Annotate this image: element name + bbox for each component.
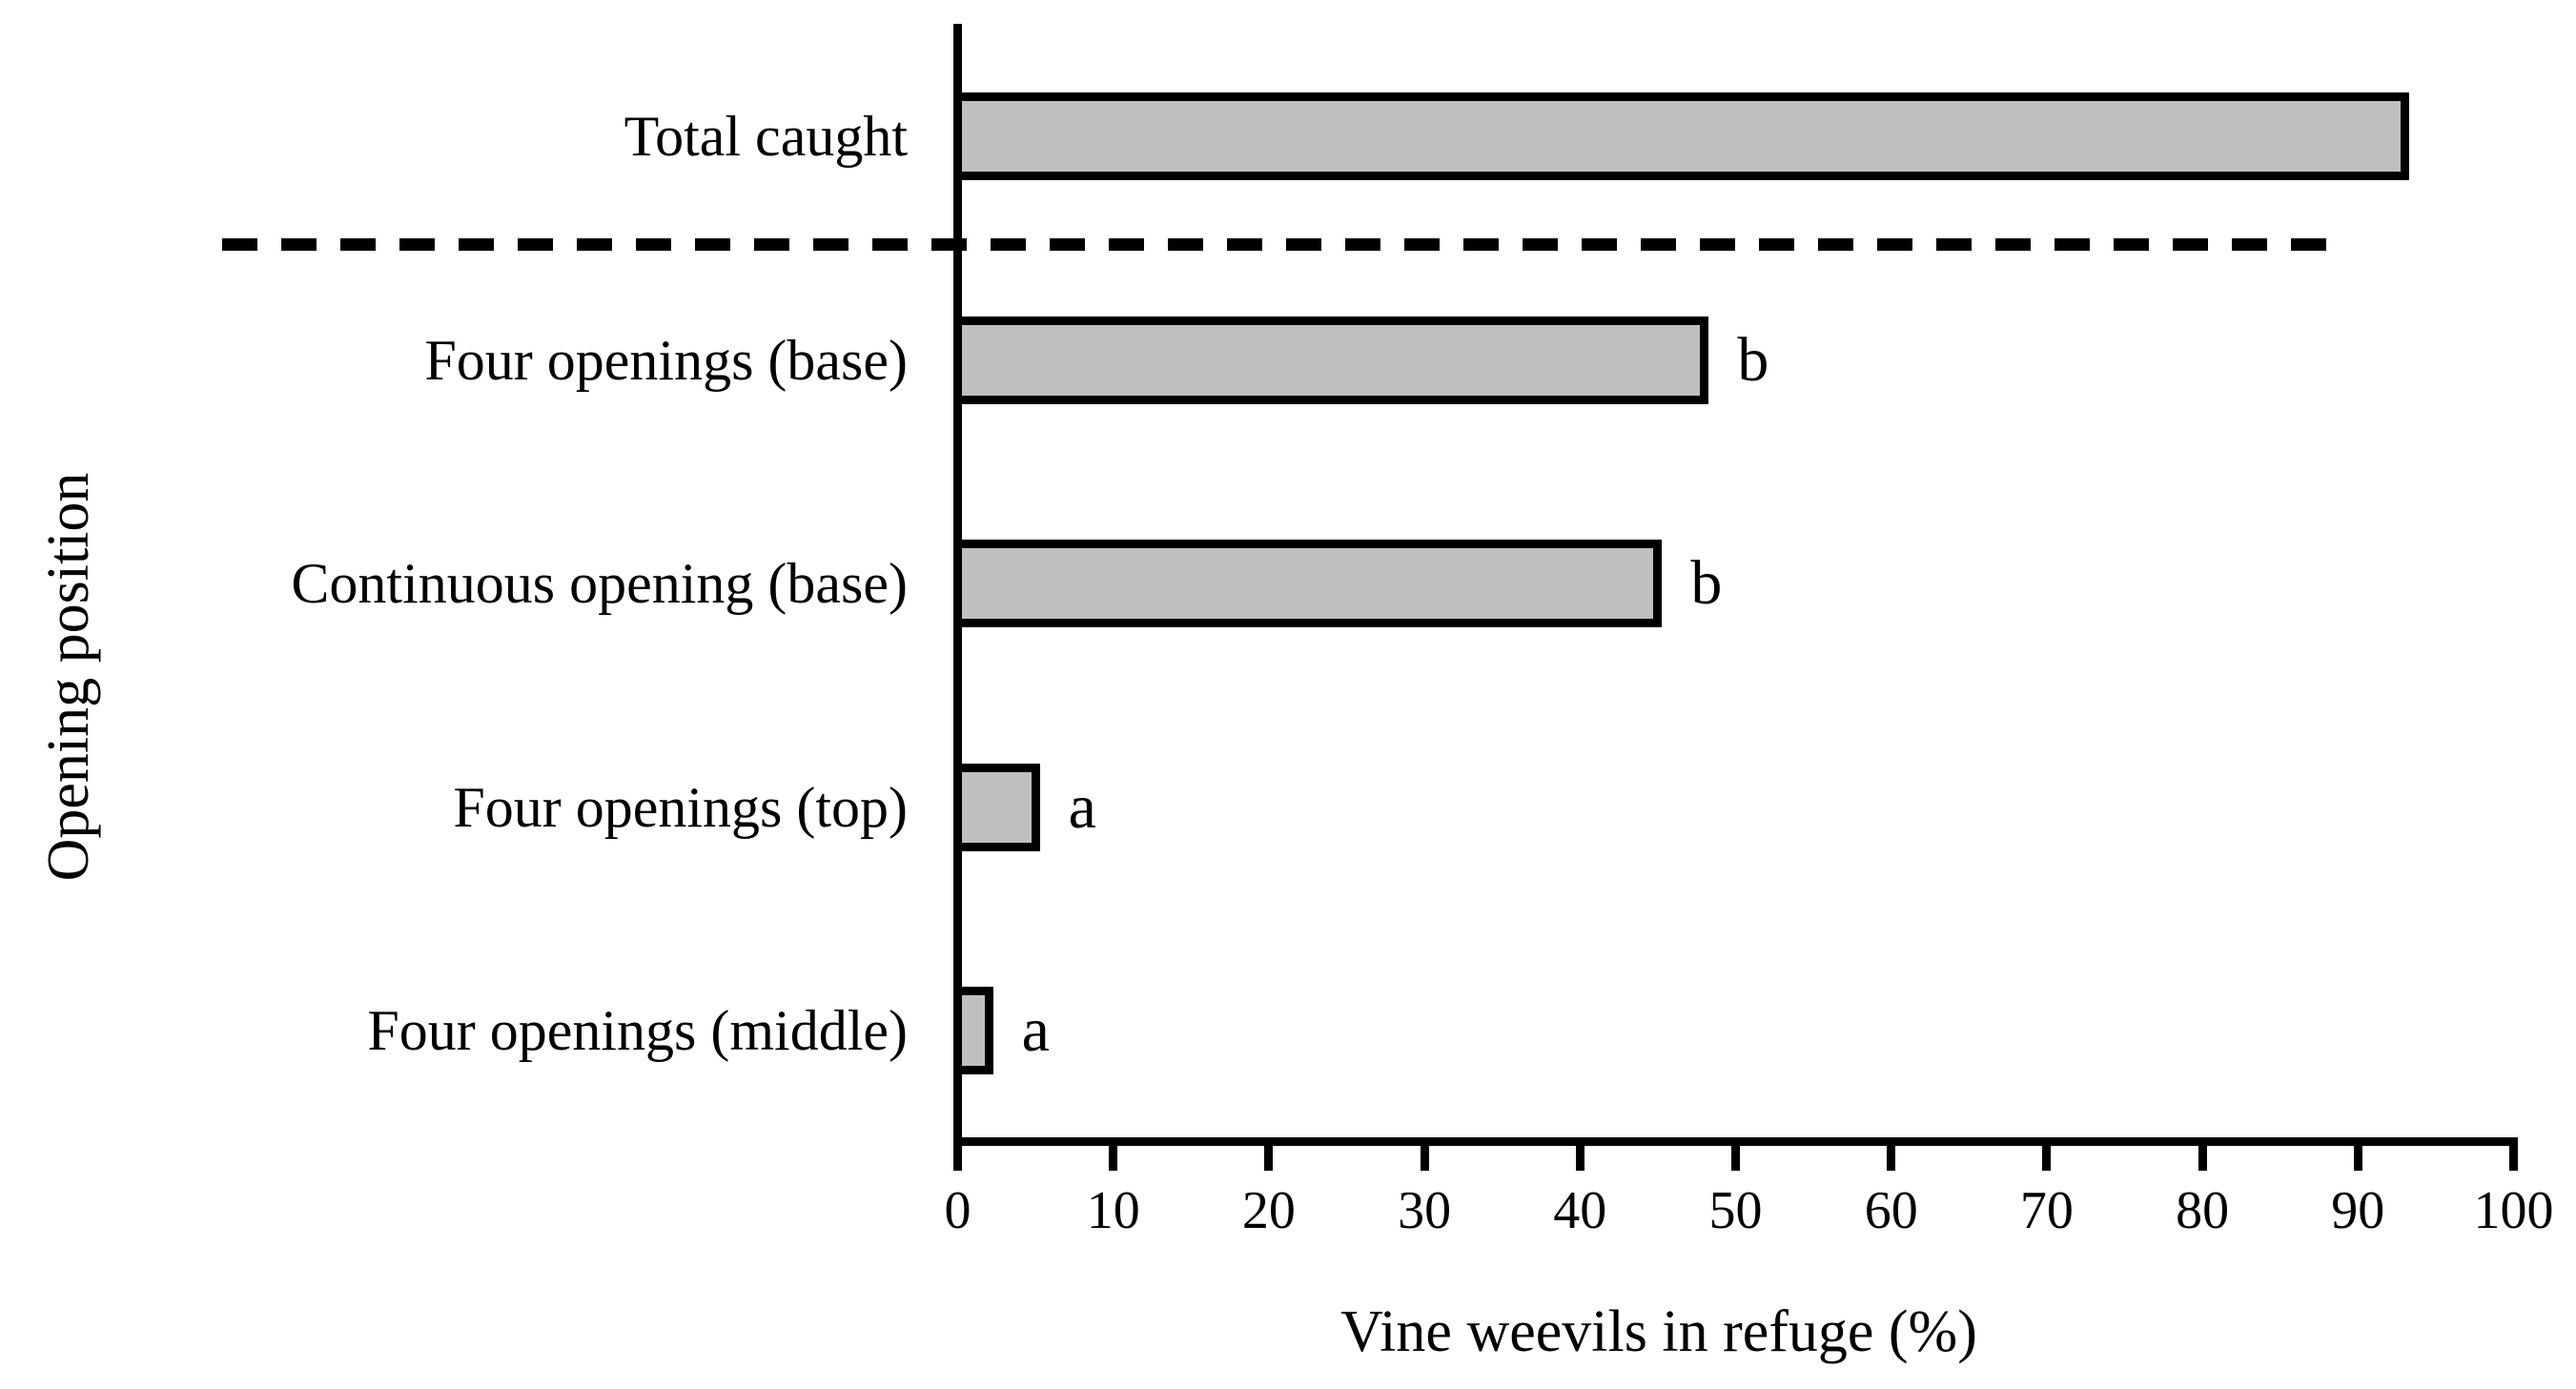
axis-tick	[2509, 1140, 2518, 1171]
x-axis-title: Vine weevils in refuge (%)	[1340, 1299, 1977, 1364]
significance-letter: a	[1021, 995, 1050, 1065]
tick-label: 80	[2176, 1181, 2230, 1240]
axis-tick	[1731, 1140, 1740, 1171]
axis-tick	[1887, 1140, 1896, 1171]
significance-letter: b	[1690, 548, 1723, 618]
tick-label: 100	[2473, 1181, 2554, 1240]
axis-tick	[1575, 1140, 1584, 1171]
significance-letter: a	[1068, 771, 1096, 842]
category-label: Four openings (middle)	[367, 999, 908, 1062]
tick-label: 0	[944, 1181, 971, 1240]
tick-label: 30	[1398, 1181, 1452, 1240]
axis-tick	[953, 1140, 962, 1171]
bar	[953, 987, 993, 1074]
axis-tick	[2198, 1140, 2207, 1171]
axis-tick	[1109, 1140, 1118, 1171]
category-label: Four openings (top)	[453, 775, 908, 839]
axis-tick	[1420, 1140, 1429, 1171]
axis-tick	[2353, 1140, 2362, 1171]
tick-label: 40	[1553, 1181, 1607, 1240]
tick-label: 50	[1708, 1181, 1763, 1240]
dashed-separator-line	[222, 238, 2345, 251]
y-axis-title: Opening position	[36, 472, 101, 882]
category-label: Continuous opening (base)	[291, 552, 908, 615]
tick-label: 20	[1241, 1181, 1296, 1240]
tick-label: 70	[2019, 1181, 2074, 1240]
bar	[953, 763, 1040, 851]
tick-label: 60	[1864, 1181, 1918, 1240]
tick-label: 90	[2331, 1181, 2385, 1240]
bar	[953, 540, 1663, 627]
axis-tick	[2042, 1140, 2052, 1171]
significance-letter: b	[1737, 324, 1769, 395]
bar	[953, 316, 1709, 404]
category-label: Four openings (base)	[424, 328, 908, 392]
bar	[953, 92, 2409, 180]
category-label: Total caught	[624, 105, 908, 168]
axis-tick	[1264, 1140, 1274, 1171]
tick-label: 10	[1086, 1181, 1140, 1240]
